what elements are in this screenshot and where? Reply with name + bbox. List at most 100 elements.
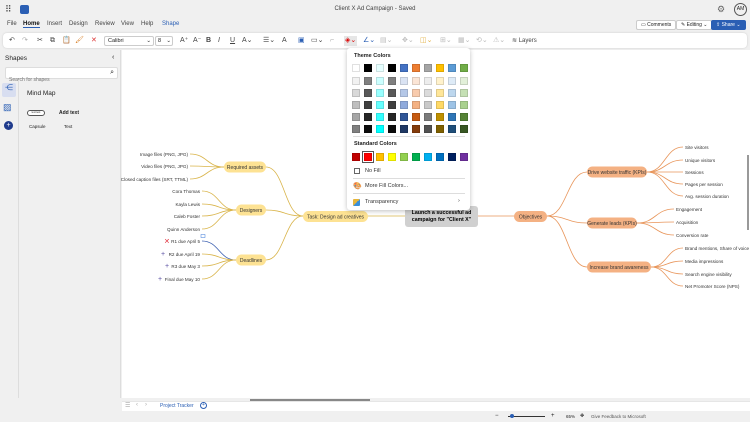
shape-search-input[interactable] [9,77,104,83]
theme-color-swatch[interactable] [376,77,384,85]
theme-color-swatch[interactable] [364,77,372,85]
search-icon[interactable]: ⌕ [110,69,114,76]
theme-color-swatch[interactable] [424,64,432,72]
theme-color-swatch[interactable] [364,113,372,121]
tab-file[interactable]: File [7,21,17,27]
leaf-topic[interactable]: Conversion rate [676,233,709,238]
zoom-in-icon[interactable]: + [551,413,555,419]
leaf-topic[interactable]: Kayla Lewis [175,202,200,207]
theme-color-swatch[interactable] [364,64,372,72]
mind-map-category-icon[interactable]: ⋲ [2,83,16,97]
text-shape[interactable]: Add text [59,110,79,116]
underline-icon[interactable]: U [230,37,236,44]
bold-icon[interactable]: B [206,37,212,44]
theme-color-swatch[interactable] [388,64,396,72]
leaf-topic[interactable]: Cora Thomas [172,189,200,194]
theme-color-swatch[interactable] [424,89,432,97]
theme-color-swatch[interactable] [352,113,360,121]
position-icon[interactable]: ▤⌄ [380,37,393,44]
theme-color-swatch[interactable] [448,125,456,133]
theme-color-swatch[interactable] [412,64,420,72]
italic-icon[interactable]: I [218,37,220,44]
branch-topic[interactable]: Required assets [224,161,266,173]
leaf-topic[interactable]: Sessions [685,170,704,175]
leaf-topic[interactable]: Image files (PNG, JPG) [140,152,188,157]
theme-color-swatch[interactable] [400,113,408,121]
theme-color-swatch[interactable] [412,113,420,121]
leaf-topic[interactable]: Avg. session duration [685,194,729,199]
theme-color-swatch[interactable] [412,101,420,109]
leaf-topic[interactable]: Site visitors [685,145,709,150]
prev-sheet-icon[interactable]: ‹ [136,402,138,408]
undo-icon[interactable]: ↶ [9,37,15,44]
font-size-select[interactable]: 8 ⌄ [155,36,173,46]
tab-insert[interactable]: Insert [47,21,63,27]
theme-color-swatch[interactable] [376,64,384,72]
leaf-topic[interactable]: Pages per session [685,182,723,187]
cut-icon[interactable]: ✂ [37,37,43,44]
branch-topic[interactable]: Generate leads (KPIs) [587,217,637,229]
zoom-slider-thumb[interactable] [510,414,514,418]
leaf-topic[interactable]: Closed caption files (SRT, TTML) [121,177,189,182]
theme-color-swatch[interactable] [412,77,420,85]
theme-color-swatch[interactable] [364,101,372,109]
tab-review[interactable]: Review [95,21,115,27]
theme-color-swatch[interactable] [424,125,432,133]
branch-topic[interactable]: Deadlines [236,254,266,266]
layers-button[interactable]: ≋ Layers [512,36,537,46]
leaf-topic[interactable]: Unique visitors [685,158,716,163]
theme-color-swatch[interactable] [388,125,396,133]
standard-color-swatch[interactable] [412,153,420,161]
standard-color-swatch[interactable] [448,153,456,161]
theme-color-swatch[interactable] [460,77,468,85]
standard-color-swatch[interactable] [436,153,444,161]
standard-color-swatch[interactable] [362,151,374,163]
theme-color-swatch[interactable] [460,125,468,133]
tab-design[interactable]: Design [69,21,88,27]
line-color-icon[interactable]: ∠⌄ [363,37,376,44]
textbox-icon[interactable]: ▣ [298,37,305,44]
theme-color-swatch[interactable] [460,113,468,121]
theme-color-swatch[interactable] [400,77,408,85]
branch-topic[interactable]: Designers [236,204,266,216]
branch-topic[interactable]: Increase brand awareness [587,261,651,273]
theme-color-swatch[interactable] [436,125,444,133]
more-fill-colors-option[interactable]: 🎨 More Fill Colors... [347,183,470,190]
paste-icon[interactable]: 📋 [62,37,71,44]
theme-color-swatch[interactable] [448,77,456,85]
fill-color-button[interactable]: ◈⌄ [344,36,358,46]
font-color-icon[interactable]: A⌄ [242,37,253,44]
theme-color-swatch[interactable] [388,101,396,109]
format-painter-icon[interactable]: 🖌 [75,37,84,44]
align-objects-icon[interactable]: ▦⌄ [458,37,471,44]
arrange-icon[interactable]: ◫⌄ [420,37,433,44]
theme-color-swatch[interactable] [352,125,360,133]
task-topic[interactable]: Task: Design ad creatives [303,211,368,222]
zoom-out-icon[interactable]: − [495,413,499,419]
leaf-topic[interactable]: Acquisition [676,220,699,225]
align-icon[interactable]: ☰⌄ [263,37,276,44]
theme-color-swatch[interactable] [352,101,360,109]
redo-icon[interactable]: ↷ [22,37,28,44]
theme-color-swatch[interactable] [388,89,396,97]
copy-icon[interactable]: ⧉ [50,37,55,44]
shape-icon[interactable]: ▭⌄ [311,37,324,44]
standard-color-swatch[interactable] [352,153,360,161]
leaf-topic[interactable]: Net Promoter Score (NPS) [685,284,740,289]
leaf-topic[interactable]: R2 due April 19 [169,252,201,257]
tab-home[interactable]: Home [23,21,40,28]
theme-color-swatch[interactable] [412,89,420,97]
leaf-topic[interactable]: Quinn Anderson [167,227,200,232]
theme-color-swatch[interactable] [424,113,432,121]
theme-color-swatch[interactable] [352,64,360,72]
leaf-topic[interactable]: Video files (PNG, JPG) [141,164,188,169]
standard-color-swatch[interactable] [424,153,432,161]
avatar[interactable]: AM [734,3,747,16]
theme-color-swatch[interactable] [412,125,420,133]
font-family-select[interactable]: Calibri ⌄ [104,36,154,46]
theme-color-swatch[interactable] [460,101,468,109]
theme-color-swatch[interactable] [448,89,456,97]
theme-color-swatch[interactable] [448,64,456,72]
leaf-topic[interactable]: Caleb Foster [174,214,201,219]
